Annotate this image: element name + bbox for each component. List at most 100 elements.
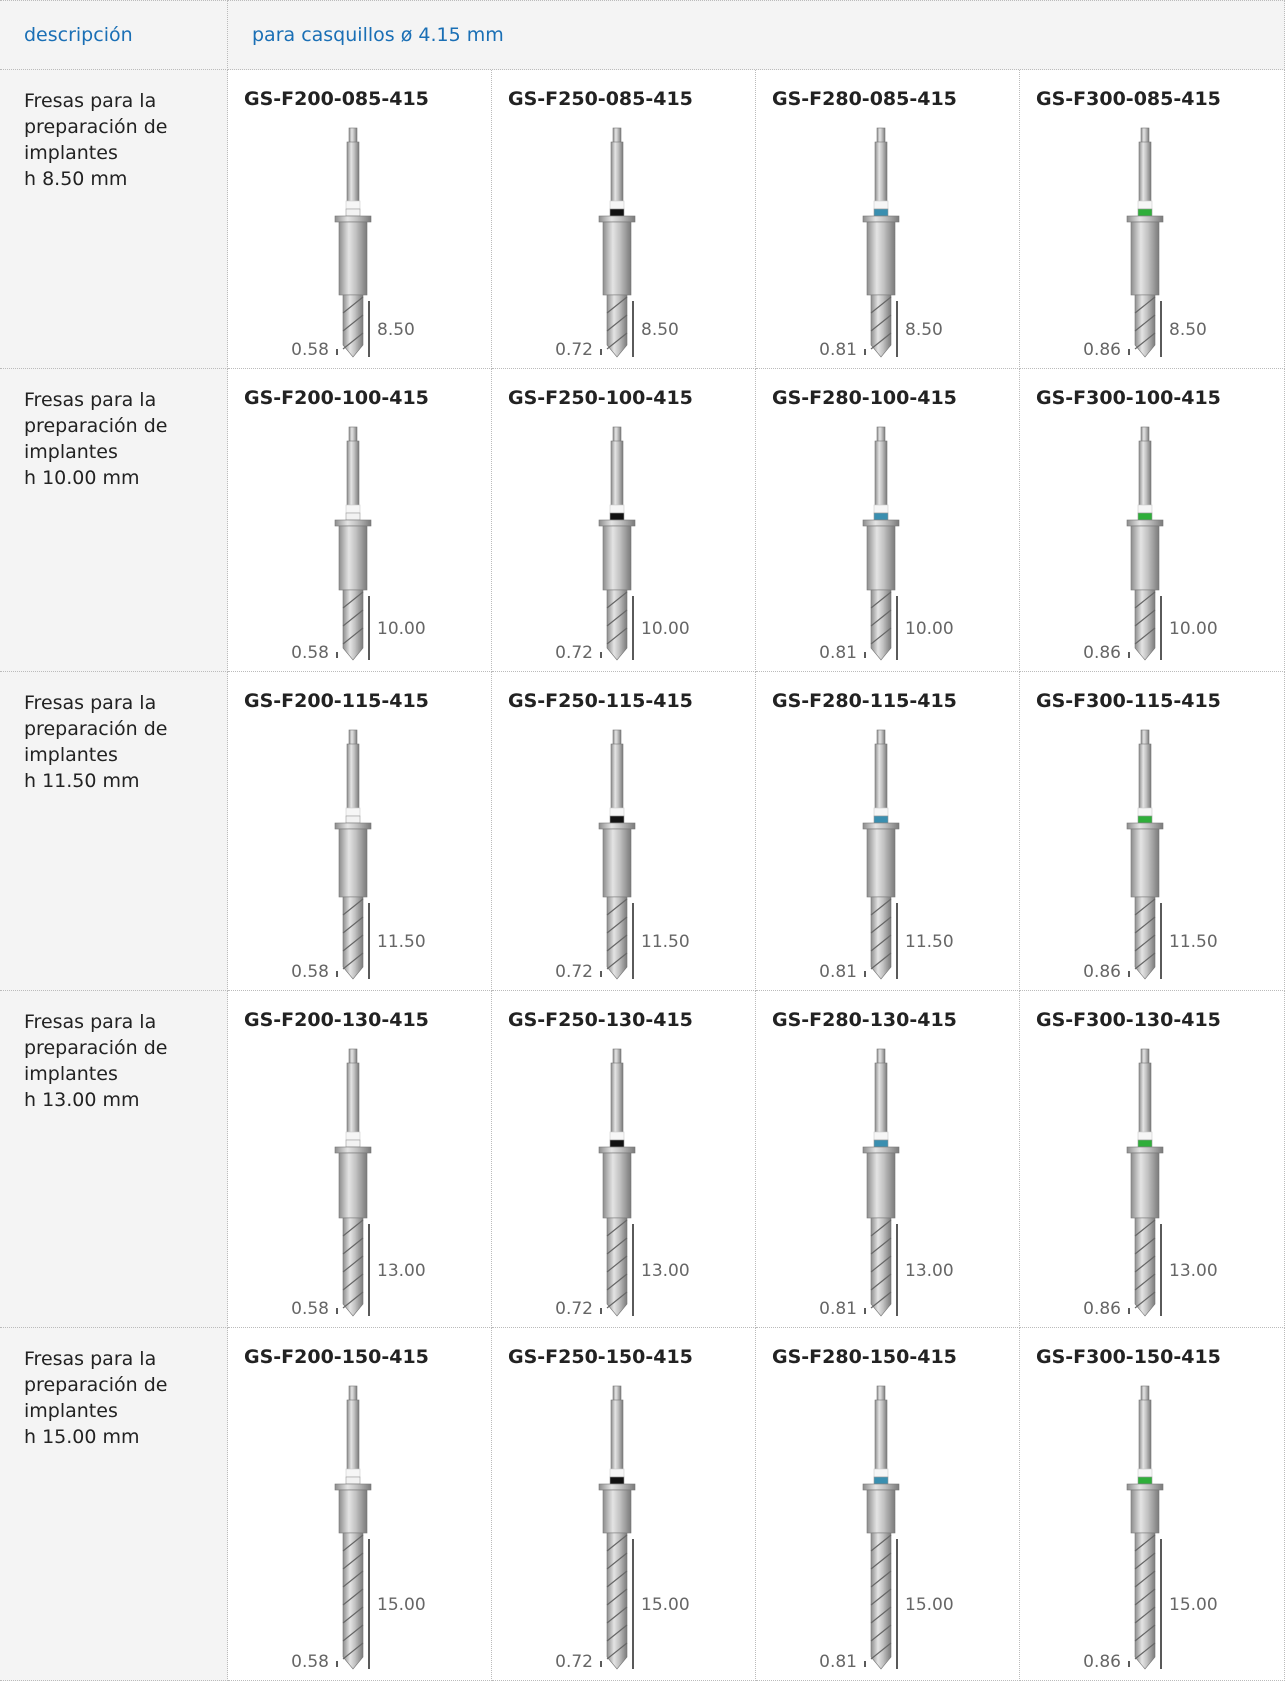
drill-spiral: [342, 934, 364, 952]
drill-shank-top: [612, 729, 622, 747]
drill-flute: [1134, 1532, 1156, 1670]
drill-spiral: [870, 934, 892, 952]
diameter-label: 0.58: [291, 1299, 329, 1319]
diameter-label: 0.58: [291, 962, 329, 982]
drill-spiral: [342, 627, 364, 645]
drill-flange: [862, 1146, 900, 1154]
product-code: GS-F280-130-415: [772, 1009, 957, 1031]
drill-spiral: [1134, 952, 1156, 970]
product-cell: 15.00 0.72 GS-F250-150-415: [492, 1328, 756, 1681]
drill-ring: [873, 1139, 889, 1148]
description-line: preparación de: [24, 1374, 168, 1396]
drill-figure: 11.50 0.58: [291, 729, 426, 982]
drill-spiral: [870, 1570, 892, 1588]
drill-ring: [1137, 208, 1153, 217]
drill-band: [345, 807, 361, 817]
drill-body: [602, 1152, 632, 1219]
drill-spiral: [870, 916, 892, 934]
description-line: implantes: [24, 441, 118, 463]
drill-flute: [870, 896, 892, 980]
length-label: 8.50: [641, 320, 679, 340]
drill-spiral: [1134, 1588, 1156, 1606]
drill-shank-top: [612, 426, 622, 444]
drill-shank: [874, 1062, 888, 1139]
header-group: para casquillos ø 4.15 mm: [228, 0, 1285, 70]
drill-figure: 8.50 0.58: [291, 127, 415, 360]
product-code: GS-F250-085-415: [508, 88, 693, 110]
product-cell: 11.50 0.72 GS-F250-115-415: [492, 672, 756, 991]
drill-shank: [1138, 141, 1152, 208]
drill-spiral: [1134, 1606, 1156, 1624]
row-description: Fresas para la preparación de implantes h 8…: [0, 70, 228, 369]
drill-flange: [862, 1483, 900, 1491]
drill-flute: [342, 294, 364, 358]
drill-spiral: [1134, 296, 1156, 314]
drill-flange: [1126, 1146, 1164, 1154]
product-cell: 13.00 0.72 GS-F250-130-415: [492, 991, 756, 1328]
length-label: 10.00: [641, 619, 690, 639]
drill-ring: [609, 208, 625, 217]
drill-ring: [609, 815, 625, 824]
drill-shank: [346, 743, 360, 815]
drill-spiral: [342, 1606, 364, 1624]
drill-spiral: [606, 952, 628, 970]
drill-figure: 10.00 0.72: [555, 426, 690, 663]
drill-band: [1137, 1131, 1153, 1141]
diameter-label: 0.81: [819, 643, 857, 663]
drill-band: [609, 504, 625, 514]
drill-flange: [598, 1146, 636, 1154]
drill-flute: [1134, 896, 1156, 980]
drill-body: [1130, 221, 1160, 296]
drill-body: [338, 525, 368, 591]
drill-body: [1130, 1489, 1160, 1534]
drill-spiral: [342, 1588, 364, 1606]
drill-flange: [334, 215, 372, 223]
length-label: 13.00: [905, 1261, 954, 1281]
drill-flute: [342, 1217, 364, 1317]
product-code: GS-F280-150-415: [772, 1346, 957, 1368]
diameter-label: 0.58: [291, 340, 329, 360]
drill-spiral: [1134, 1255, 1156, 1273]
drill-spiral: [870, 952, 892, 970]
row-description: Fresas para la preparación de implantes h 1…: [0, 991, 228, 1328]
drill-figure: 15.00 0.72: [555, 1385, 690, 1672]
drill-flute: [1134, 294, 1156, 358]
drill-ring: [345, 815, 361, 824]
drill-spiral: [342, 1291, 364, 1309]
drill-shank-top: [876, 1385, 886, 1403]
drill-shank: [1138, 440, 1152, 512]
drill-shank-top: [876, 729, 886, 747]
diameter-label: 0.58: [291, 643, 329, 663]
drill-shank: [346, 141, 360, 208]
drill-body: [866, 828, 896, 898]
drill-shank-top: [876, 426, 886, 444]
drill-spiral: [1134, 1273, 1156, 1291]
drill-spiral: [1134, 934, 1156, 952]
drill-spiral: [870, 898, 892, 916]
description-line: Fresas para la: [24, 90, 157, 112]
drill-body: [602, 1489, 632, 1534]
drill-shank-top: [348, 1048, 358, 1066]
drill-spiral: [870, 591, 892, 609]
drill-band: [1137, 1468, 1153, 1478]
drill-spiral: [870, 1237, 892, 1255]
drill-shank: [346, 1062, 360, 1139]
drill-shank: [1138, 743, 1152, 815]
drill-flute: [870, 589, 892, 661]
diameter-label: 0.72: [555, 643, 593, 663]
diameter-label: 0.81: [819, 1652, 857, 1672]
drill-shank-top: [876, 1048, 886, 1066]
drill-figure: 8.50 0.81: [819, 127, 943, 360]
drill-flute: [870, 294, 892, 358]
drill-ring: [1137, 512, 1153, 521]
drill-figure: 10.00 0.58: [291, 426, 426, 663]
drill-spiral: [1134, 627, 1156, 645]
length-label: 13.00: [377, 1261, 426, 1281]
drill-spiral: [1134, 1237, 1156, 1255]
drill-spiral: [1134, 1570, 1156, 1588]
drill-figure: 13.00 0.72: [555, 1048, 690, 1319]
drill-spiral: [870, 1588, 892, 1606]
drill-spiral: [606, 1534, 628, 1552]
drill-flange: [598, 215, 636, 223]
